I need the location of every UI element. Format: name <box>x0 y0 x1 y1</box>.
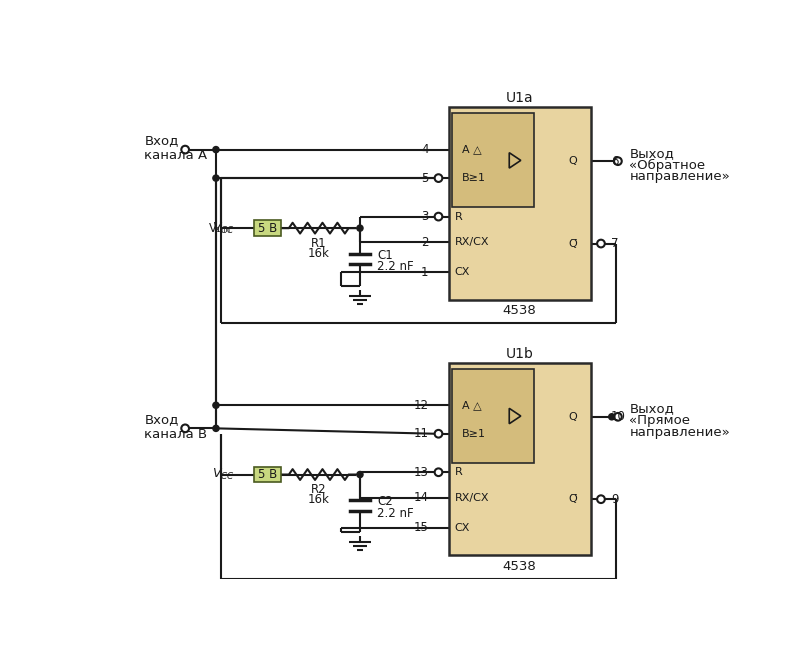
Text: 10: 10 <box>611 410 626 423</box>
Text: 15: 15 <box>414 521 429 534</box>
Bar <box>451 113 534 207</box>
Polygon shape <box>510 408 521 424</box>
Text: 12: 12 <box>414 398 429 411</box>
Text: Q: Q <box>568 156 577 166</box>
Text: 5: 5 <box>421 172 429 185</box>
Text: R1: R1 <box>311 237 326 250</box>
Text: Q: Q <box>568 412 577 422</box>
Text: «Обратное: «Обратное <box>630 159 706 172</box>
Circle shape <box>614 157 622 165</box>
Circle shape <box>213 146 219 153</box>
Text: CX: CX <box>454 267 470 277</box>
Circle shape <box>609 413 615 420</box>
Circle shape <box>182 146 189 153</box>
Circle shape <box>597 495 605 503</box>
Text: C1: C1 <box>377 248 393 261</box>
Text: 2.2 nF: 2.2 nF <box>377 506 414 519</box>
Bar <box>449 107 591 300</box>
Text: CX: CX <box>454 523 470 533</box>
Text: 6: 6 <box>611 155 618 168</box>
Circle shape <box>182 424 189 432</box>
Text: 4: 4 <box>421 143 429 156</box>
Text: 2: 2 <box>421 235 429 248</box>
Text: B≥1: B≥1 <box>462 173 486 183</box>
Text: направление»: направление» <box>630 170 730 183</box>
Text: R: R <box>454 467 462 477</box>
Text: 14: 14 <box>414 491 429 504</box>
Text: 11: 11 <box>414 427 429 440</box>
Polygon shape <box>510 153 521 168</box>
Text: 9: 9 <box>611 493 618 506</box>
Circle shape <box>434 174 442 182</box>
Circle shape <box>213 425 219 432</box>
Circle shape <box>434 213 442 220</box>
Text: $V_{CC}$: $V_{CC}$ <box>213 467 235 482</box>
Text: U1a: U1a <box>506 91 534 105</box>
Text: 7: 7 <box>611 237 618 250</box>
Text: B≥1: B≥1 <box>462 429 486 439</box>
Circle shape <box>357 225 363 231</box>
Text: R2: R2 <box>311 484 326 497</box>
Bar <box>254 220 281 236</box>
Text: Q̅: Q̅ <box>568 239 577 248</box>
Text: R: R <box>454 212 462 222</box>
Circle shape <box>614 413 622 421</box>
Text: A △: A △ <box>462 144 482 155</box>
Text: A △: A △ <box>462 400 482 410</box>
Text: 13: 13 <box>414 466 429 479</box>
Text: 16k: 16k <box>308 493 330 506</box>
Text: 5 В: 5 В <box>258 222 277 235</box>
Bar <box>254 467 281 482</box>
Text: $V_{CC}$: $V_{CC}$ <box>213 220 235 236</box>
Text: 5 В: 5 В <box>258 468 277 481</box>
Circle shape <box>434 469 442 476</box>
Text: Вход: Вход <box>144 134 178 147</box>
Text: RX/CX: RX/CX <box>454 493 489 502</box>
Text: 2.2 nF: 2.2 nF <box>377 260 414 273</box>
Text: U1b: U1b <box>506 346 534 361</box>
Text: Q̅: Q̅ <box>568 494 577 504</box>
Circle shape <box>434 430 442 437</box>
Text: Вход: Вход <box>144 413 178 426</box>
Text: 4538: 4538 <box>503 304 537 317</box>
Text: канала А: канала А <box>144 150 207 162</box>
Text: 3: 3 <box>421 210 429 223</box>
Text: C2: C2 <box>377 495 393 508</box>
Text: RX/CX: RX/CX <box>454 237 489 247</box>
Text: направление»: направление» <box>630 426 730 439</box>
Bar <box>451 369 534 463</box>
Text: Выход: Выход <box>630 402 674 415</box>
Circle shape <box>357 471 363 478</box>
Text: 4538: 4538 <box>503 560 537 573</box>
Text: Выход: Выход <box>630 147 674 160</box>
Text: канала В: канала В <box>144 428 207 441</box>
Bar <box>449 363 591 555</box>
Circle shape <box>213 175 219 181</box>
Circle shape <box>597 240 605 248</box>
Text: 16k: 16k <box>308 247 330 260</box>
Circle shape <box>213 402 219 408</box>
Text: 1: 1 <box>421 266 429 279</box>
Text: V₁ₙₙ: V₁ₙₙ <box>209 222 230 235</box>
Text: «Прямое: «Прямое <box>630 414 690 427</box>
